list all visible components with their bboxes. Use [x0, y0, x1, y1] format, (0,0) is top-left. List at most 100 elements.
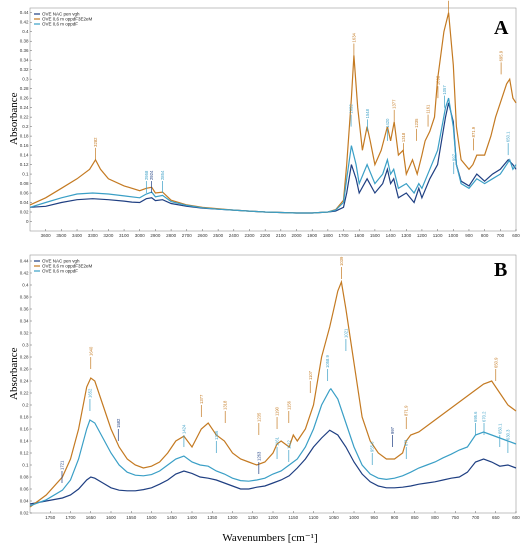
x-tick-label: 600 — [512, 233, 520, 238]
x-axis-label: Wavenumbers [cm⁻¹] — [222, 532, 317, 544]
x-tick-label: 1600 — [354, 233, 365, 238]
y-tick-label: 0.24 — [20, 105, 29, 110]
peak-label: 997 — [390, 426, 395, 434]
y-tick-label: 0.26 — [20, 96, 29, 101]
x-tick-label: 1700 — [65, 515, 76, 520]
y-tick-label: 0.16 — [20, 427, 29, 432]
peak-label: 1582 — [116, 418, 121, 428]
x-tick-label: 900 — [465, 233, 473, 238]
x-tick-label: 750 — [451, 515, 459, 520]
x-tick-label: 850 — [411, 515, 419, 520]
peak-label: 1420 — [385, 118, 390, 128]
x-tick-label: 1200 — [268, 515, 279, 520]
peak-label: 1377 — [199, 394, 204, 404]
y-tick-label: 0.2 — [22, 124, 29, 129]
peak-label: 650.1 — [497, 423, 502, 434]
peak-label: 1021 — [343, 328, 348, 338]
x-tick-label: 2800 — [166, 233, 177, 238]
panel-a-ylabel: Absorbance — [8, 92, 20, 145]
peak-label: 1058.9 — [325, 355, 330, 368]
x-tick-label: 2100 — [276, 233, 287, 238]
peak-label: 695.6 — [473, 411, 478, 422]
series-line — [29, 387, 517, 507]
peak-label: 650.9 — [493, 357, 498, 368]
peak-label: 1652 — [87, 388, 92, 398]
peak-label: 871.9 — [404, 405, 409, 416]
x-tick-label: 2600 — [197, 233, 208, 238]
x-tick-label: 1250 — [248, 515, 259, 520]
peak-label: 1634 — [351, 32, 356, 42]
peak-label: 2854 — [160, 170, 165, 180]
y-tick-label: 0.36 — [20, 307, 29, 312]
y-tick-label: 0.36 — [20, 48, 29, 53]
peak-label: 1235 — [414, 118, 419, 128]
x-tick-label: 1600 — [106, 515, 117, 520]
legend-entry: OVE 0,6 m oppdF3E2eM — [42, 264, 93, 269]
panel-b-letter: B — [494, 259, 507, 281]
y-tick-label: 0.44 — [20, 259, 29, 264]
x-tick-label: 1200 — [417, 233, 428, 238]
y-tick-label: 0.04 — [20, 499, 29, 504]
y-tick-label: 0.1 — [22, 172, 29, 177]
y-tick-label: 0.4 — [22, 29, 29, 34]
peak-label: 1161 — [426, 104, 431, 114]
x-tick-label: 1700 — [339, 233, 350, 238]
x-tick-label: 1650 — [86, 515, 97, 520]
y-tick-label: 0.34 — [20, 319, 29, 324]
y-tick-label: 0.18 — [20, 415, 29, 420]
x-tick-label: 1500 — [370, 233, 381, 238]
x-tick-label: 1000 — [448, 233, 459, 238]
peak-label: 670.2 — [482, 411, 487, 422]
panel-b-series — [29, 279, 517, 508]
y-tick-label: 0.2 — [22, 403, 29, 408]
x-tick-label: 1100 — [433, 233, 443, 238]
x-tick-label: 1900 — [307, 233, 318, 238]
peak-label: 1107 — [308, 370, 313, 380]
y-tick-label: 0.42 — [20, 271, 29, 276]
x-tick-label: 700 — [497, 233, 505, 238]
x-tick-label: 2200 — [260, 233, 271, 238]
x-tick-label: 800 — [481, 233, 489, 238]
y-tick-label: 0.26 — [20, 367, 29, 372]
peak-label: 955.6 — [370, 441, 375, 452]
x-tick-label: 2000 — [292, 233, 303, 238]
x-tick-label: 900 — [391, 515, 399, 520]
series-line — [29, 279, 517, 508]
y-tick-label: 0.32 — [20, 67, 29, 72]
x-tick-label: 700 — [472, 515, 480, 520]
panel-b-peak-labels: 1721 1652 1640 1582 1424 1377 1336 1318 1235 1263… — [59, 256, 510, 483]
peak-label: 1039 — [339, 256, 344, 266]
x-tick-label: 1000 — [349, 515, 360, 520]
x-tick-label: 3200 — [103, 233, 114, 238]
series-line — [29, 12, 517, 214]
peak-label: 1721 — [59, 460, 64, 470]
peak-label: 1235 — [256, 412, 261, 422]
y-tick-label: 0.3 — [22, 77, 29, 82]
x-tick-label: 1400 — [386, 233, 397, 238]
x-tick-label: 2700 — [182, 233, 193, 238]
y-tick-label: 0.14 — [20, 153, 29, 158]
peak-label: 871.9 — [471, 126, 476, 137]
x-tick-label: 2500 — [213, 233, 224, 238]
panel-a-letter: A — [494, 17, 509, 39]
peak-label: 1156 — [286, 400, 291, 410]
x-tick-label: 2300 — [244, 233, 255, 238]
panel-a-series — [29, 12, 517, 214]
x-tick-label: 650 — [492, 515, 500, 520]
peak-label: 1377 — [392, 99, 397, 109]
y-tick-label: 0.06 — [20, 191, 29, 196]
y-tick-label: 0.18 — [20, 134, 29, 139]
peak-label: 1112 — [286, 440, 291, 449]
y-tick-label: 0.08 — [20, 181, 29, 186]
y-tick-label: 0.28 — [20, 86, 29, 91]
y-tick-label: 0.16 — [20, 143, 29, 148]
peak-label: 1318 — [401, 132, 406, 142]
peak-label: 1161 — [275, 436, 280, 446]
x-tick-label: 3500 — [56, 233, 67, 238]
x-tick-label: 1750 — [45, 515, 56, 520]
x-tick-label: 1150 — [288, 515, 298, 520]
peak-label: 3282 — [93, 137, 98, 147]
x-tick-label: 1450 — [167, 515, 178, 520]
